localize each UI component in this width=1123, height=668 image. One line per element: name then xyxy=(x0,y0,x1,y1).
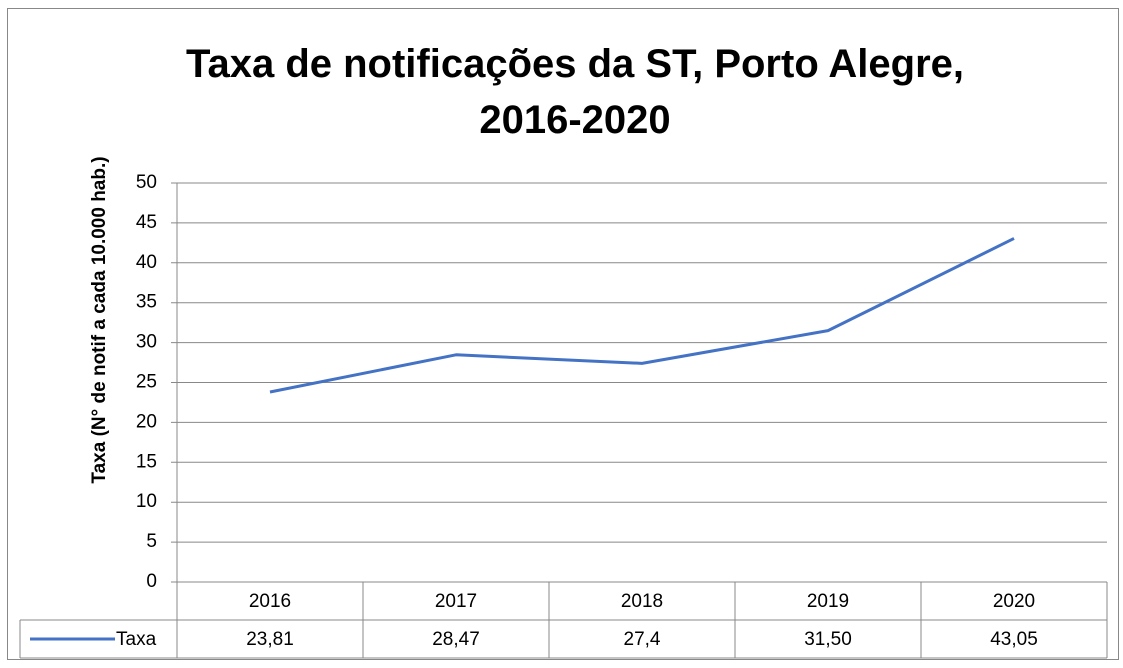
data-table-value: 31,50 xyxy=(804,629,852,650)
chart-border xyxy=(7,8,1119,660)
y-axis-label: Taxa (N° de notif a cada 10.000 hab.) xyxy=(89,156,110,483)
x-tick-label: 2018 xyxy=(621,591,663,612)
data-table-value: 28,47 xyxy=(432,629,480,650)
y-tick-label: 20 xyxy=(136,411,157,432)
chart-title: Taxa de notificações da ST, Porto Alegre… xyxy=(186,42,964,142)
y-tick-label: 40 xyxy=(136,252,157,273)
y-tick-label: 35 xyxy=(136,292,157,313)
data-table-value: 27,4 xyxy=(624,629,661,650)
y-tick-label: 50 xyxy=(136,172,157,193)
data-table-value: 43,05 xyxy=(990,629,1038,650)
x-tick-label: 2016 xyxy=(249,591,291,612)
y-tick-label: 15 xyxy=(136,451,157,472)
y-tick-label: 10 xyxy=(136,491,157,512)
legend-label: Taxa xyxy=(116,629,157,650)
x-tick-label: 2017 xyxy=(435,591,477,612)
data-table-value: 23,81 xyxy=(246,629,294,650)
x-tick-label: 2019 xyxy=(807,591,849,612)
y-tick-label: 30 xyxy=(136,332,157,353)
y-tick-label: 25 xyxy=(136,372,157,393)
y-tick-label: 0 xyxy=(146,571,157,592)
line-series xyxy=(269,237,1015,394)
x-tick-label: 2020 xyxy=(993,591,1035,612)
y-tick-label: 5 xyxy=(146,531,157,552)
y-tick-label: 45 xyxy=(136,212,157,233)
